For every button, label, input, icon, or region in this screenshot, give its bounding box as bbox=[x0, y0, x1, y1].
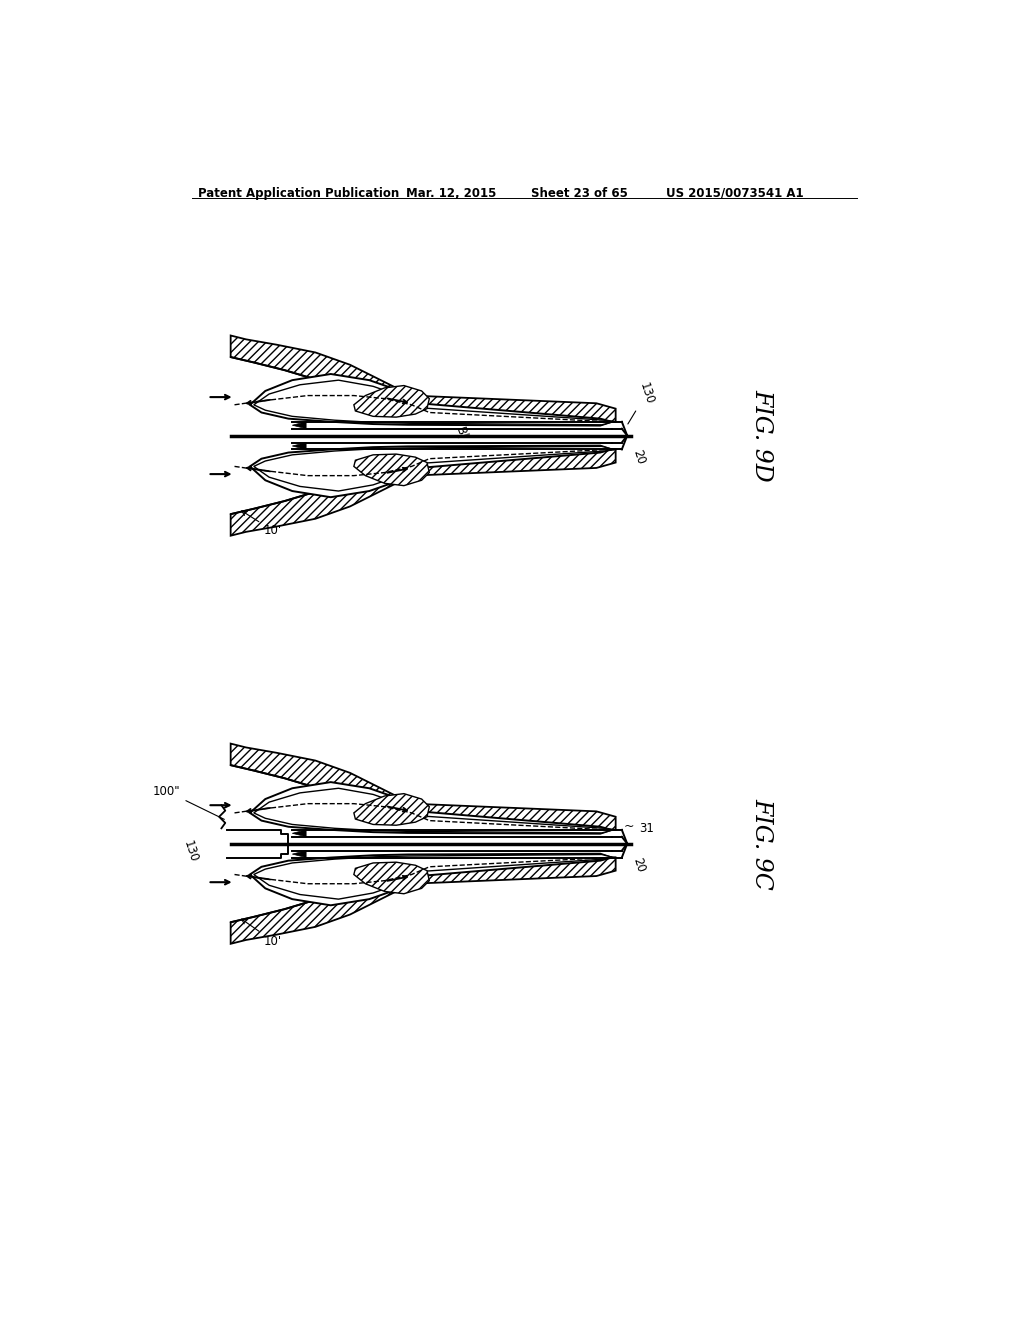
Polygon shape bbox=[230, 858, 615, 944]
Text: Patent Application Publication: Patent Application Publication bbox=[199, 187, 399, 199]
Text: 130: 130 bbox=[181, 838, 201, 865]
Text: 10': 10' bbox=[242, 919, 282, 948]
Polygon shape bbox=[250, 854, 611, 906]
Polygon shape bbox=[250, 781, 611, 834]
Text: 30: 30 bbox=[284, 474, 301, 492]
Text: 10': 10' bbox=[242, 511, 282, 537]
Text: Sheet 23 of 65: Sheet 23 of 65 bbox=[531, 187, 628, 199]
Text: 31: 31 bbox=[639, 822, 653, 834]
Text: 130: 130 bbox=[628, 380, 656, 424]
Text: B|: B| bbox=[454, 425, 470, 441]
Polygon shape bbox=[292, 422, 306, 429]
Polygon shape bbox=[254, 788, 613, 833]
Polygon shape bbox=[230, 335, 615, 422]
Text: US 2015/0073541 A1: US 2015/0073541 A1 bbox=[666, 187, 804, 199]
Text: 20: 20 bbox=[631, 857, 647, 874]
Polygon shape bbox=[354, 793, 429, 825]
Text: 50: 50 bbox=[284, 879, 301, 898]
Text: 30: 30 bbox=[299, 789, 316, 808]
Polygon shape bbox=[230, 743, 615, 830]
Text: ~: ~ bbox=[624, 820, 634, 833]
Text: FIG. 9C: FIG. 9C bbox=[751, 797, 773, 890]
Polygon shape bbox=[254, 380, 613, 425]
Text: 100": 100" bbox=[153, 785, 224, 820]
Polygon shape bbox=[230, 449, 615, 536]
Polygon shape bbox=[250, 374, 611, 425]
Polygon shape bbox=[292, 442, 306, 449]
Polygon shape bbox=[292, 850, 306, 858]
Polygon shape bbox=[354, 385, 429, 417]
Polygon shape bbox=[354, 454, 429, 486]
Text: Mar. 12, 2015: Mar. 12, 2015 bbox=[407, 187, 497, 199]
Text: 20: 20 bbox=[631, 447, 647, 466]
Polygon shape bbox=[254, 854, 613, 899]
Polygon shape bbox=[254, 446, 613, 491]
Polygon shape bbox=[292, 830, 306, 837]
Text: FIG. 9D: FIG. 9D bbox=[751, 389, 773, 482]
Polygon shape bbox=[354, 862, 429, 894]
Polygon shape bbox=[250, 446, 611, 498]
